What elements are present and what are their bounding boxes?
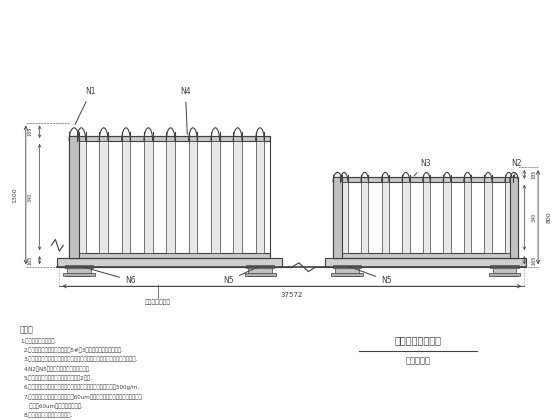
Text: 涂度（60um），面漆为乳白色.: 涂度（60um），面漆为乳白色. xyxy=(24,404,83,409)
Bar xyxy=(333,177,519,182)
Bar xyxy=(361,182,368,253)
Bar xyxy=(59,258,280,267)
Bar xyxy=(77,141,86,253)
Text: 165: 165 xyxy=(27,255,32,265)
Bar xyxy=(325,258,526,267)
Text: N2: N2 xyxy=(511,159,522,177)
Bar xyxy=(63,273,95,276)
Text: N4: N4 xyxy=(180,87,191,134)
Bar xyxy=(69,253,270,258)
Text: 4.N2与N5接缝处力的所有金镶及室用锁.: 4.N2与N5接缝处力的所有金镶及室用锁. xyxy=(24,366,92,372)
Bar xyxy=(333,253,519,258)
Text: 800: 800 xyxy=(547,211,552,223)
Bar xyxy=(211,141,220,253)
Text: 340: 340 xyxy=(27,192,32,202)
Bar xyxy=(333,177,519,258)
Text: 185: 185 xyxy=(27,127,32,136)
Bar xyxy=(166,141,175,253)
Bar xyxy=(335,266,359,276)
Text: N6: N6 xyxy=(82,267,136,285)
Bar xyxy=(402,182,409,253)
Bar xyxy=(333,265,361,268)
Text: 交口处护栏立面图: 交口处护栏立面图 xyxy=(394,335,441,345)
Text: 6.所有钢镶弯固整平，所有铁件均采用热浸镀锌处理，镀件量为500g/m.: 6.所有钢镶弯固整平，所有铁件均采用热浸镀锌处理，镀件量为500g/m. xyxy=(24,385,140,390)
Bar xyxy=(255,141,264,253)
Bar xyxy=(57,258,282,267)
Text: N3: N3 xyxy=(414,159,431,176)
Text: N1: N1 xyxy=(75,87,96,124)
Text: 185: 185 xyxy=(531,170,536,179)
Bar xyxy=(340,182,348,253)
Bar xyxy=(489,273,520,276)
Text: 绿化渐变段: 绿化渐变段 xyxy=(405,356,431,365)
Bar xyxy=(484,182,492,253)
Bar xyxy=(69,136,270,141)
Bar xyxy=(491,265,519,268)
Bar xyxy=(333,177,342,258)
Bar xyxy=(423,182,430,253)
Text: N5: N5 xyxy=(223,267,258,285)
Bar xyxy=(69,136,270,258)
Bar xyxy=(249,266,272,276)
Text: 1300: 1300 xyxy=(12,187,17,203)
Text: 3.反光片为三面护栏一面，一也分两截护一夹（车端护栏一夹立柱距侧灯孔）.: 3.反光片为三面护栏一面，一也分两截护一夹（车端护栏一夹立柱距侧灯孔）. xyxy=(24,357,138,362)
Bar xyxy=(189,141,197,253)
Text: 165: 165 xyxy=(531,255,536,265)
Bar xyxy=(122,141,130,253)
Bar xyxy=(381,182,389,253)
Bar xyxy=(69,136,79,258)
Bar xyxy=(493,266,516,276)
Bar xyxy=(505,182,512,253)
Bar xyxy=(144,141,153,253)
Bar xyxy=(99,141,108,253)
Bar xyxy=(331,273,363,276)
Bar xyxy=(234,141,242,253)
Text: 340: 340 xyxy=(531,213,536,222)
Text: 2.交口处中央防撞护栏缩化，距5#杆3千撤更，需更换如图所求.: 2.交口处中央防撞护栏缩化，距5#杆3千撤更，需更换如图所求. xyxy=(24,347,124,353)
Bar xyxy=(67,266,91,276)
Bar xyxy=(246,265,274,268)
Text: 1.本图尺寸均以毫米计.: 1.本图尺寸均以毫米计. xyxy=(20,338,56,344)
Text: 说明：: 说明： xyxy=(20,326,34,335)
Text: 37572: 37572 xyxy=(281,292,303,298)
Bar xyxy=(245,273,276,276)
Text: 5.护栏安装后顶口持平，不平度不大于2毫末.: 5.护栏安装后顶口持平，不平度不大于2毫末. xyxy=(24,375,93,381)
Bar xyxy=(65,265,93,268)
Bar xyxy=(444,182,451,253)
Text: N5: N5 xyxy=(349,267,391,285)
Bar xyxy=(510,177,519,258)
Text: 7.防腐采用环氧氯朊防底漆涂度（60um），面板做可克油脂胶封遮美脑面漆: 7.防腐采用环氧氯朊防底漆涂度（60um），面板做可克油脂胶封遮美脑面漆 xyxy=(24,394,143,400)
Text: 8.工程量参照正常路段工程数量.: 8.工程量参照正常路段工程数量. xyxy=(24,413,73,418)
Bar xyxy=(464,182,472,253)
Text: 道路销档柱底座: 道路销档柱底座 xyxy=(144,299,171,305)
